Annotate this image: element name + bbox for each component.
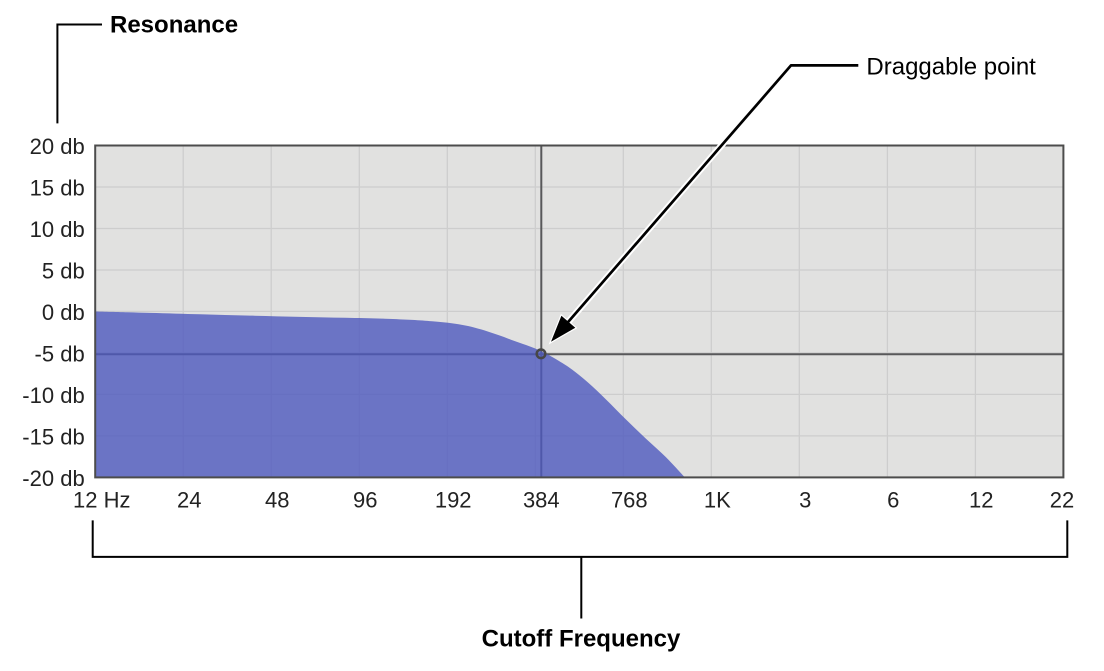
svg-text:15 db: 15 db xyxy=(30,176,85,201)
svg-text:-20 db: -20 db xyxy=(22,466,84,491)
svg-text:0 db: 0 db xyxy=(42,300,85,325)
svg-text:22: 22 xyxy=(1050,488,1074,513)
svg-text:384: 384 xyxy=(523,488,560,513)
svg-text:96: 96 xyxy=(353,488,377,513)
svg-text:-15 db: -15 db xyxy=(22,425,84,450)
svg-text:6: 6 xyxy=(887,488,899,513)
svg-text:12 Hz: 12 Hz xyxy=(73,488,130,513)
svg-text:-10 db: -10 db xyxy=(22,383,84,408)
svg-text:3: 3 xyxy=(799,488,811,513)
svg-text:48: 48 xyxy=(265,488,289,513)
svg-text:24: 24 xyxy=(177,488,201,513)
svg-text:1K: 1K xyxy=(704,488,731,513)
svg-text:768: 768 xyxy=(611,488,648,513)
svg-text:192: 192 xyxy=(435,488,472,513)
svg-text:Draggable point: Draggable point xyxy=(866,53,1036,80)
svg-text:Cutoff Frequency: Cutoff Frequency xyxy=(482,626,681,653)
svg-text:10 db: 10 db xyxy=(30,217,85,242)
svg-text:20 db: 20 db xyxy=(30,134,85,159)
svg-text:Resonance: Resonance xyxy=(110,11,238,38)
svg-text:5 db: 5 db xyxy=(42,259,85,284)
svg-text:12: 12 xyxy=(969,488,993,513)
svg-text:-5 db: -5 db xyxy=(35,342,85,367)
